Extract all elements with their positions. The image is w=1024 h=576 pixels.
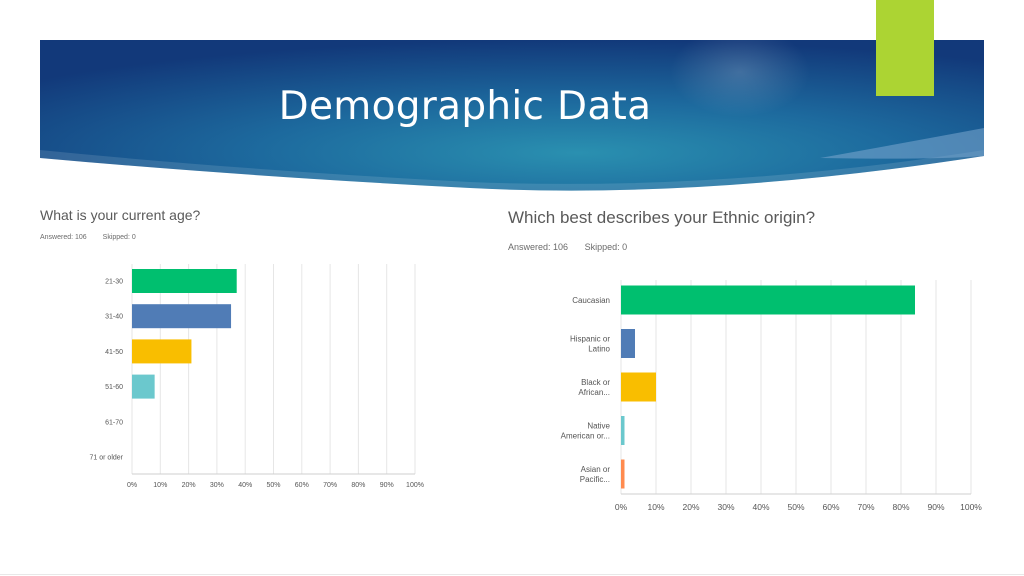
x-tick-label: 20%	[182, 482, 196, 489]
age-question-meta: Answered: 106 Skipped: 0	[40, 234, 150, 241]
x-tick-label: 80%	[351, 482, 365, 489]
x-tick-label: 0%	[615, 502, 628, 512]
bar	[621, 372, 656, 402]
category-label: Pacific...	[580, 475, 610, 484]
ethnicity-question-title: Which best describes your Ethnic origin?	[508, 208, 816, 227]
footer-divider	[0, 574, 1024, 575]
bar	[132, 304, 232, 329]
bar	[132, 339, 192, 364]
category-label: Black or	[581, 378, 610, 387]
bar	[621, 285, 915, 315]
category-label: Caucasian	[572, 296, 610, 305]
x-tick-label: 70%	[323, 482, 337, 489]
category-label: 31-40	[105, 314, 123, 321]
age-question-title: What is your current age?	[40, 207, 201, 223]
ethnicity-question-meta: Answered: 106 Skipped: 0	[508, 242, 641, 252]
x-tick-label: 30%	[717, 502, 734, 512]
x-tick-label: 30%	[210, 482, 224, 489]
x-tick-label: 60%	[822, 502, 839, 512]
x-tick-label: 50%	[787, 502, 804, 512]
x-tick-label: 40%	[752, 502, 769, 512]
ethnicity-skipped-count: Skipped: 0	[584, 242, 628, 252]
x-tick-label: 100%	[406, 482, 424, 489]
bar	[621, 416, 625, 445]
ethnicity-answered-count: Answered: 106	[508, 242, 569, 252]
category-label: Asian or	[581, 465, 611, 474]
x-tick-label: 0%	[127, 482, 137, 489]
category-label: Latino	[588, 344, 610, 353]
age-answered-count: Answered: 106	[40, 234, 87, 241]
age-skipped-count: Skipped: 0	[102, 234, 136, 241]
title-banner	[40, 27, 984, 191]
x-tick-label: 100%	[960, 502, 982, 512]
category-label: 71 or older	[90, 454, 124, 461]
bar	[132, 269, 237, 293]
category-label: 61-70	[105, 419, 123, 426]
category-label: Hispanic or	[570, 334, 610, 343]
category-label: American or...	[561, 431, 610, 440]
slide-title: Demographic Data	[278, 84, 652, 129]
category-label: Native	[587, 421, 610, 430]
x-tick-label: 10%	[153, 482, 167, 489]
x-tick-label: 40%	[238, 482, 252, 489]
category-label: 51-60	[105, 384, 123, 391]
category-label: 21-30	[105, 278, 123, 285]
x-tick-label: 80%	[892, 502, 909, 512]
x-tick-label: 70%	[857, 502, 874, 512]
category-label: 41-50	[105, 349, 123, 356]
bar	[621, 459, 625, 489]
x-tick-label: 90%	[927, 502, 944, 512]
x-tick-label: 60%	[295, 482, 309, 489]
x-tick-label: 10%	[647, 502, 664, 512]
x-tick-label: 90%	[380, 482, 394, 489]
bar	[132, 374, 155, 399]
category-label: African...	[578, 388, 610, 397]
bar	[621, 329, 635, 358]
accent-rectangle	[876, 0, 934, 96]
x-tick-label: 20%	[682, 502, 699, 512]
x-tick-label: 50%	[266, 482, 280, 489]
